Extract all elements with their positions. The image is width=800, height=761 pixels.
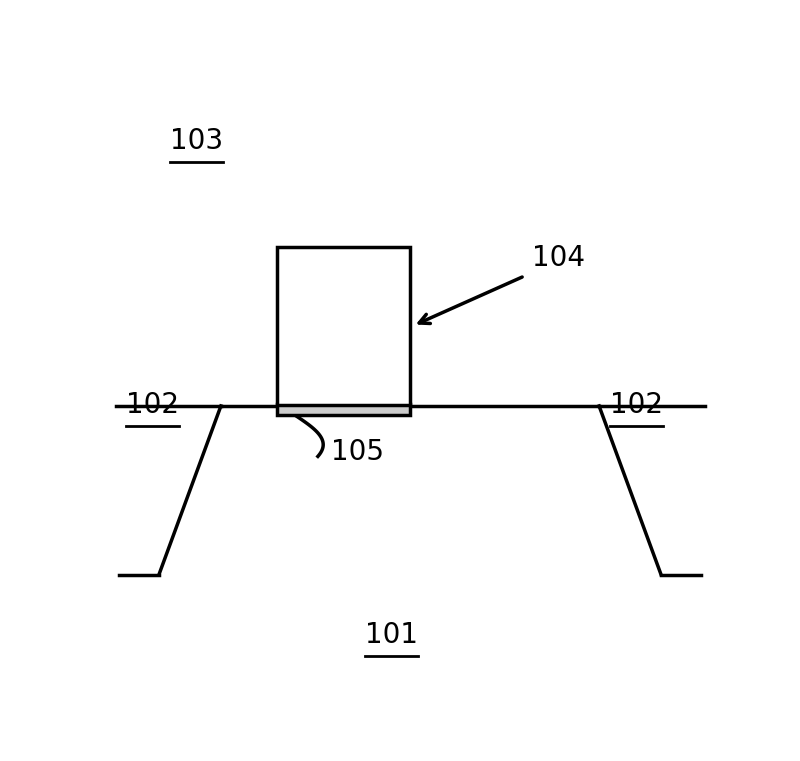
Text: 103: 103	[170, 127, 222, 155]
Bar	[277, 403, 410, 416]
Text: 105: 105	[331, 438, 384, 466]
Text: 102: 102	[126, 391, 179, 419]
Bar	[277, 247, 410, 405]
Text: 104: 104	[532, 244, 586, 272]
Text: 102: 102	[610, 391, 662, 419]
Text: 101: 101	[365, 621, 418, 649]
Text: 106: 106	[318, 309, 371, 337]
